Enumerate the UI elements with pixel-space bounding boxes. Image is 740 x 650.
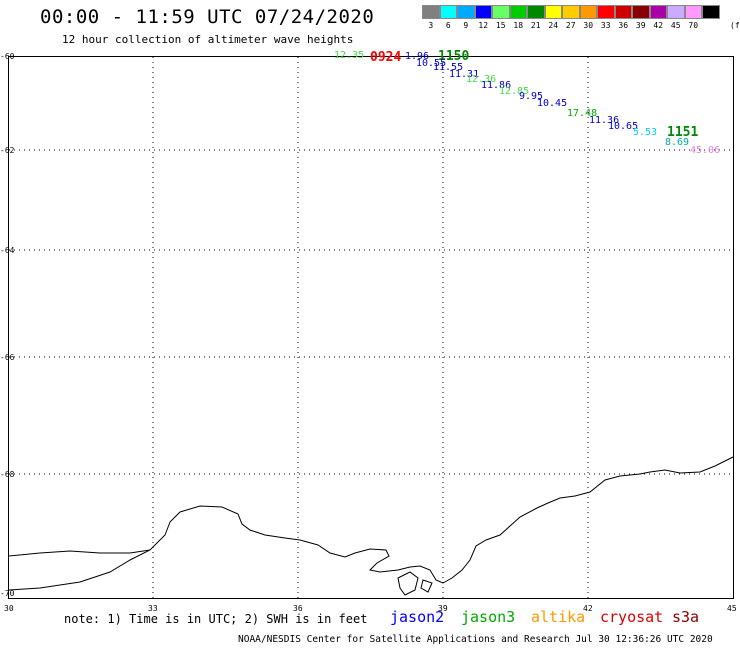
color-scale-tick: 18 [513, 21, 524, 30]
x-tick-label: 45 [727, 604, 737, 613]
color-scale-tick: 42 [653, 21, 664, 30]
color-scale-tick: 45 [670, 21, 681, 30]
color-swatch [527, 5, 545, 19]
wave-height-label: 45.06 [690, 145, 721, 156]
color-swatch [667, 5, 685, 19]
grid-lines [9, 57, 733, 598]
satellite-legend-jason3: jason3 [461, 608, 516, 626]
color-scale-tick: 15 [495, 21, 506, 30]
color-swatch [632, 5, 650, 19]
color-swatch [544, 5, 562, 19]
satellite-legend-s3a: s3a [672, 608, 700, 626]
satellite-legend-cryosat: cryosat [600, 608, 664, 626]
color-scale-tick: 21 [530, 21, 541, 30]
color-scale-tick: 30 [583, 21, 594, 30]
island-outline [397, 571, 419, 596]
wave-height-label: 11.31 [449, 69, 480, 80]
wave-height-label: 12.35 [334, 50, 365, 61]
color-swatch [422, 5, 440, 19]
color-swatch [684, 5, 702, 19]
color-scale-tick: 33 [600, 21, 611, 30]
coastline [8, 456, 734, 591]
wave-height-label: 10.55 [416, 58, 447, 69]
color-swatch [457, 5, 475, 19]
credit-footer: NOAA/NESDIS Center for Satellite Applica… [238, 634, 713, 645]
y-tick-label: -64 [0, 246, 15, 255]
y-tick-label: -66 [0, 353, 15, 362]
coastline-inner [8, 549, 151, 557]
wave-height-label: 11.36 [589, 115, 620, 126]
map-frame [8, 56, 734, 599]
color-swatch [649, 5, 667, 19]
color-scale-tick: 70 [688, 21, 699, 30]
wave-height-label: 12.36 [466, 74, 497, 85]
wave-height-label: 8.69 [665, 137, 690, 148]
color-swatch [597, 5, 615, 19]
time-label: 1151 [667, 125, 699, 140]
color-swatch [509, 5, 527, 19]
x-tick-label: 33 [148, 604, 158, 613]
x-tick-label: 30 [4, 604, 14, 613]
color-scale-tick: 9 [463, 21, 469, 30]
footnote: note: 1) Time is in UTC; 2) SWH is in fe… [64, 612, 368, 626]
color-scale-tick: 3 [428, 21, 434, 30]
x-tick-label: 42 [583, 604, 593, 613]
wave-height-label: 11.86 [481, 80, 512, 91]
map-title: 00:00 - 11:59 UTC 07/24/2020 [40, 6, 375, 28]
color-scale-tick: 36 [618, 21, 629, 30]
wave-height-label: 11.55 [433, 62, 464, 73]
wave-height-label: 10.45 [537, 98, 568, 109]
color-scale [422, 5, 720, 19]
color-swatch [439, 5, 457, 19]
y-tick-label: -70 [0, 589, 15, 598]
y-tick-label: -68 [0, 470, 15, 479]
satellite-legend-altika: altika [531, 608, 586, 626]
time-label: 0924 [370, 50, 402, 65]
color-scale-tick: 6 [445, 21, 451, 30]
wave-height-label: 12.85 [499, 86, 530, 97]
color-swatch [474, 5, 492, 19]
color-scale-unit: (ft) [730, 21, 740, 30]
color-scale-labels: 3 6 9 12 15 18 21 24 27 30 33 36 39 42 45 70 [422, 21, 702, 30]
y-tick-label: -60 [0, 52, 15, 61]
satellite-legend-jason2: jason2 [390, 608, 445, 626]
wave-height-label: 1.96 [405, 51, 430, 62]
color-scale-tick: 27 [565, 21, 576, 30]
map-subtitle: 12 hour collection of altimeter wave hei… [62, 33, 354, 46]
color-swatch [579, 5, 597, 19]
wave-height-label: 5.53 [633, 127, 658, 138]
x-tick-label: 39 [438, 604, 448, 613]
y-tick-label: -62 [0, 146, 15, 155]
color-scale-tick: 12 [478, 21, 489, 30]
x-tick-label: 36 [293, 604, 303, 613]
wave-height-label: 9.95 [519, 91, 544, 102]
island-outline-small [420, 579, 433, 593]
color-swatch [614, 5, 632, 19]
color-swatch [702, 5, 720, 19]
wave-height-label: 10.65 [608, 121, 639, 132]
color-scale-tick: 39 [635, 21, 646, 30]
time-label: 1150 [438, 49, 470, 64]
color-scale-tick: 24 [548, 21, 559, 30]
wave-height-label: 17.48 [567, 108, 598, 119]
color-swatch [492, 5, 510, 19]
color-swatch [562, 5, 580, 19]
